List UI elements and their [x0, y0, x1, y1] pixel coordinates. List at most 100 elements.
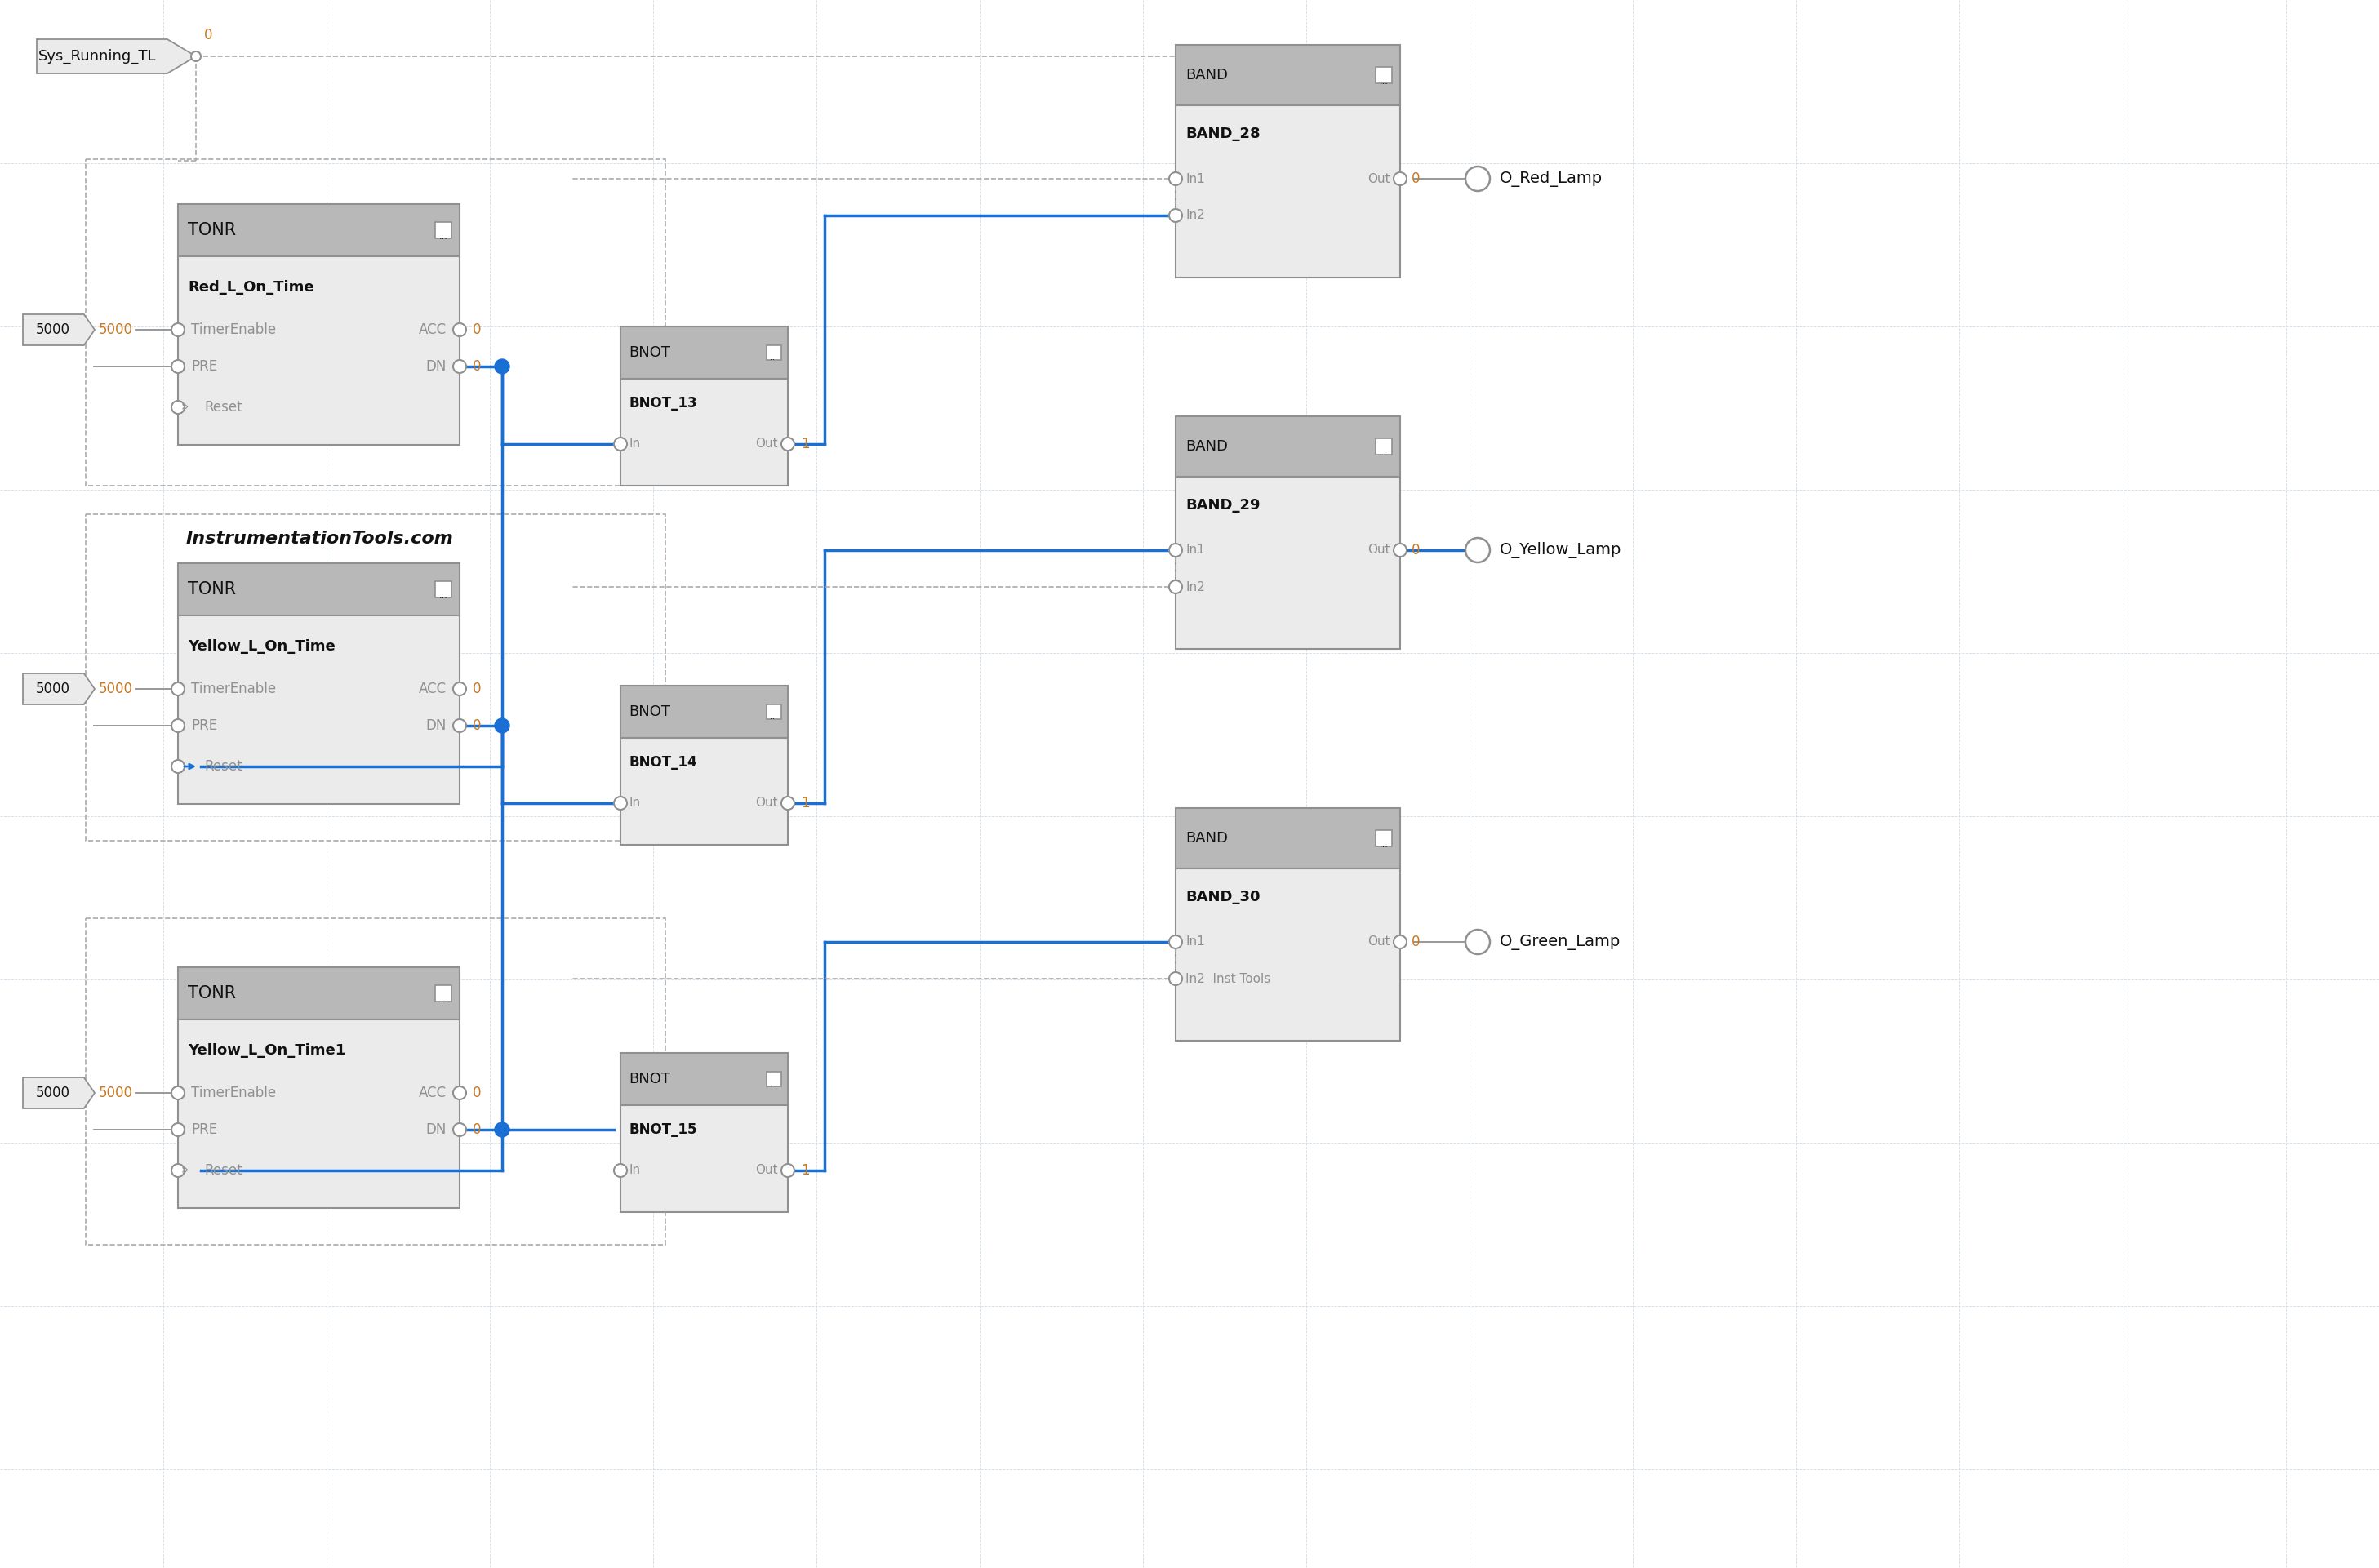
Text: O_Yellow_Lamp: O_Yellow_Lamp: [1499, 543, 1622, 558]
Bar: [1175, 105, 1401, 278]
Circle shape: [1168, 209, 1182, 223]
Bar: [1175, 416, 1401, 477]
Text: 0: 0: [1411, 543, 1420, 558]
Text: ACC: ACC: [419, 323, 447, 337]
Text: 0: 0: [473, 1085, 481, 1101]
Bar: [86, 160, 666, 486]
Bar: [86, 514, 666, 840]
Circle shape: [1168, 544, 1182, 557]
Circle shape: [452, 1087, 466, 1099]
Circle shape: [1394, 936, 1406, 949]
Circle shape: [452, 323, 466, 336]
Bar: [178, 967, 459, 1019]
Text: 0: 0: [473, 323, 481, 337]
Circle shape: [171, 401, 186, 414]
Bar: [178, 563, 459, 616]
Circle shape: [452, 682, 466, 696]
Text: Yellow_L_On_Time: Yellow_L_On_Time: [188, 640, 335, 654]
Circle shape: [1465, 538, 1489, 563]
Bar: [178, 256, 459, 445]
Bar: [1175, 45, 1401, 105]
Text: Out: Out: [757, 797, 778, 809]
Circle shape: [171, 1163, 186, 1178]
Bar: [621, 739, 787, 845]
Text: ...: ...: [1380, 840, 1389, 848]
Text: BNOT: BNOT: [628, 345, 671, 361]
Text: 5000: 5000: [100, 1085, 133, 1101]
Text: ...: ...: [771, 353, 778, 362]
Bar: [766, 345, 780, 361]
Text: 1: 1: [802, 437, 809, 452]
Text: 1: 1: [802, 1163, 809, 1178]
Text: ...: ...: [771, 1080, 778, 1088]
Circle shape: [171, 682, 186, 696]
Text: BNOT: BNOT: [628, 1071, 671, 1087]
Text: 5000: 5000: [100, 323, 133, 337]
Text: ...: ...: [438, 996, 447, 1004]
Circle shape: [1168, 580, 1182, 593]
Text: 0: 0: [205, 28, 212, 42]
Text: Out: Out: [1368, 172, 1389, 185]
Text: BAND: BAND: [1185, 439, 1228, 453]
Circle shape: [780, 437, 795, 450]
Text: 5000: 5000: [100, 682, 133, 696]
Text: In: In: [628, 437, 640, 450]
Text: BNOT: BNOT: [628, 704, 671, 720]
Text: PRE: PRE: [190, 359, 216, 373]
Circle shape: [1168, 972, 1182, 985]
Bar: [435, 223, 452, 238]
Text: TONR: TONR: [188, 223, 236, 238]
Text: PRE: PRE: [190, 1123, 216, 1137]
Bar: [1375, 829, 1392, 847]
Text: In: In: [628, 797, 640, 809]
Circle shape: [452, 1123, 466, 1137]
Text: BAND: BAND: [1185, 67, 1228, 83]
Bar: [1175, 869, 1401, 1041]
Bar: [766, 1071, 780, 1087]
Text: DN: DN: [426, 359, 447, 373]
Circle shape: [1394, 544, 1406, 557]
Text: »: »: [181, 1165, 188, 1176]
Circle shape: [1168, 936, 1182, 949]
Text: TONR: TONR: [188, 582, 236, 597]
Circle shape: [780, 797, 795, 809]
Text: Reset: Reset: [205, 400, 243, 414]
Circle shape: [495, 1123, 509, 1137]
Text: TimerEnable: TimerEnable: [190, 1085, 276, 1101]
Bar: [1175, 808, 1401, 869]
Text: 0: 0: [473, 1123, 481, 1137]
Polygon shape: [24, 1077, 95, 1109]
Text: BAND_30: BAND_30: [1185, 889, 1261, 905]
Circle shape: [614, 797, 628, 809]
Text: 5000: 5000: [36, 323, 71, 337]
Bar: [621, 685, 787, 739]
Circle shape: [171, 720, 186, 732]
Bar: [178, 1019, 459, 1207]
Bar: [435, 582, 452, 597]
Text: O_Green_Lamp: O_Green_Lamp: [1499, 935, 1620, 950]
Polygon shape: [24, 314, 95, 345]
Circle shape: [1465, 166, 1489, 191]
Circle shape: [452, 720, 466, 732]
Bar: [621, 326, 787, 379]
Text: ...: ...: [1380, 77, 1389, 86]
Text: Out: Out: [1368, 544, 1389, 557]
Text: BAND_29: BAND_29: [1185, 499, 1261, 513]
Text: In1: In1: [1185, 936, 1204, 949]
Text: DN: DN: [426, 1123, 447, 1137]
Circle shape: [171, 1087, 186, 1099]
Text: BAND_28: BAND_28: [1185, 127, 1261, 141]
Bar: [178, 616, 459, 804]
Text: 5000: 5000: [36, 1085, 71, 1101]
Bar: [621, 1054, 787, 1105]
Bar: [86, 919, 666, 1245]
Text: 0: 0: [1411, 171, 1420, 187]
Circle shape: [171, 1123, 186, 1137]
Text: O_Red_Lamp: O_Red_Lamp: [1499, 171, 1603, 187]
Bar: [435, 985, 452, 1002]
Polygon shape: [24, 673, 95, 704]
Circle shape: [171, 361, 186, 373]
Polygon shape: [36, 39, 195, 74]
Text: 1: 1: [802, 797, 809, 811]
Text: ...: ...: [771, 712, 778, 721]
